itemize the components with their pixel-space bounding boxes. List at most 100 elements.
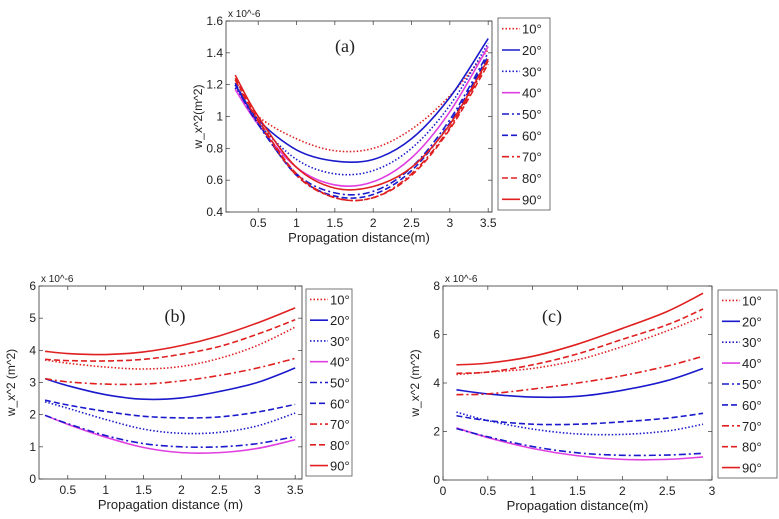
- series-line-10: [234, 49, 489, 153]
- x-tick-label: 2.5: [403, 216, 420, 230]
- x-tick-label: 3: [446, 216, 453, 230]
- series-line-80: [45, 319, 296, 362]
- legend-label: 30°: [330, 334, 350, 349]
- x-tick-label: 2: [619, 484, 626, 498]
- y-tick-label: 1: [29, 440, 36, 454]
- series-line-30: [44, 401, 296, 435]
- x-tick-label: 3.5: [287, 483, 304, 497]
- y-tick-label: 0.6: [206, 173, 223, 187]
- y-axis-label: w_x^2(m^2): [191, 85, 205, 150]
- y-tick-label: 1.2: [206, 78, 223, 92]
- legend-label: 80°: [522, 171, 542, 186]
- y-tick-label: 4: [29, 343, 36, 357]
- y-tick-label: 4: [433, 376, 440, 390]
- legend-label: 10°: [522, 22, 542, 37]
- x-tick-label: 1: [102, 483, 109, 497]
- plot-area: [225, 20, 493, 213]
- legend-label: 90°: [742, 461, 762, 476]
- x-tick-label: 1.5: [327, 216, 344, 230]
- panel-label: (b): [165, 306, 186, 327]
- x-tick-label: 1.5: [135, 483, 152, 497]
- series-line-50: [456, 427, 704, 457]
- legend-label: 40°: [330, 355, 350, 370]
- y-tick-label: 0.4: [206, 205, 223, 219]
- legend-label: 70°: [330, 417, 350, 432]
- y-tick-label: 1.4: [206, 46, 223, 60]
- legend-label: 30°: [522, 64, 542, 79]
- series-line-10: [44, 326, 296, 370]
- series-line-80: [234, 63, 489, 202]
- legend-label: 60°: [522, 128, 542, 143]
- series-line-70: [234, 60, 489, 202]
- series-line-70: [456, 355, 704, 396]
- x-axis-label: Propagation distance(m): [507, 498, 649, 513]
- x-tick-label: 2.5: [659, 484, 676, 498]
- x-tick-label: 1: [529, 484, 536, 498]
- y-tick-label: 0: [433, 473, 440, 487]
- y-tick-label: 5: [29, 311, 36, 325]
- x-tick-label: 1: [293, 216, 300, 230]
- y-tick-label: 1: [216, 110, 223, 124]
- legend: 10° 20° 30° 40° 50° 60° 70° 80° 90°: [717, 289, 778, 479]
- legend-label: 50°: [522, 107, 542, 122]
- series-line-90: [456, 292, 704, 366]
- series-line-20: [234, 38, 489, 164]
- legend-label: 10°: [330, 292, 350, 307]
- x-tick-label: 0.5: [479, 484, 496, 498]
- series-line-60: [456, 412, 704, 426]
- legend: 10° 20° 30° 40° 50° 60° 70° 80° 90°: [305, 288, 353, 477]
- series-line-60: [234, 55, 489, 199]
- y-exponent-label: x 10^-6: [41, 274, 74, 285]
- series-line-80: [456, 308, 704, 375]
- x-tick-label: 2.5: [211, 483, 228, 497]
- y-tick-label: 0.8: [206, 141, 223, 155]
- chart-panel-a: 0.5 1 1.5 2 2.5 3 3.5 0.4 0.6 0.8 1 1.2 1.4 1.6 x 10^-…: [191, 9, 551, 245]
- legend-label: 60°: [330, 396, 350, 411]
- panel-label: (a): [335, 36, 355, 57]
- series-line-90: [44, 307, 296, 356]
- chart-panel-b: 0.5 1 1.5 2 2.5 3 3.5 0 1 2 3 4 5 6 x 10^-6 Propagation…: [4, 274, 353, 512]
- y-axis-label: w_x^2 (m^2): [408, 349, 422, 417]
- legend-label: 80°: [330, 438, 350, 453]
- legend-label: 20°: [742, 314, 762, 329]
- legend-label: 20°: [522, 43, 542, 58]
- legend-label: 10°: [742, 293, 762, 308]
- legend-label: 50°: [742, 377, 762, 392]
- chart-panel-c: 0 0.5 1 1.5 2 2.5 3 0 2 4 6 8 x 10^-6 Propagation dis…: [408, 274, 778, 513]
- y-tick-label: 3: [29, 376, 36, 390]
- y-axis-label: w_x^2 (m^2): [4, 349, 18, 417]
- x-tick-label: 3: [709, 484, 716, 498]
- legend-label: 90°: [522, 192, 542, 207]
- x-tick-label: 0: [440, 484, 447, 498]
- x-tick-label: 3: [254, 483, 261, 497]
- legend-label: 50°: [330, 376, 350, 391]
- panel-label: (c): [542, 306, 562, 327]
- x-axis-label: Propagation distance (m): [98, 497, 243, 512]
- series-line-20: [44, 367, 296, 401]
- series-line-50: [44, 414, 296, 449]
- y-tick-label: 2: [29, 408, 36, 422]
- series-line-70: [44, 357, 296, 386]
- legend-label: 70°: [742, 419, 762, 434]
- series-line-60: [44, 399, 296, 419]
- x-tick-label: 0.5: [59, 483, 76, 497]
- legend-label: 90°: [330, 459, 350, 474]
- legend-label: 40°: [742, 356, 762, 371]
- y-tick-label: 0: [29, 472, 36, 486]
- legend: 10° 20° 30° 40° 50° 60° 70° 80° 90°: [497, 17, 551, 211]
- y-tick-label: 8: [433, 279, 440, 293]
- series-line-90: [234, 58, 489, 191]
- y-exponent-label: x 10^-6: [228, 9, 261, 20]
- x-axis-label: Propagation distance(m): [288, 230, 430, 245]
- y-tick-label: 2: [433, 425, 440, 439]
- legend-label: 20°: [330, 313, 350, 328]
- x-tick-label: 1.5: [569, 484, 586, 498]
- legend-label: 60°: [742, 398, 762, 413]
- y-tick-label: 6: [29, 279, 36, 293]
- y-tick-label: 6: [433, 328, 440, 342]
- x-tick-label: 0.5: [250, 216, 267, 230]
- legend-label: 80°: [742, 440, 762, 455]
- legend-label: 30°: [742, 335, 762, 350]
- y-exponent-label: x 10^-6: [445, 274, 478, 285]
